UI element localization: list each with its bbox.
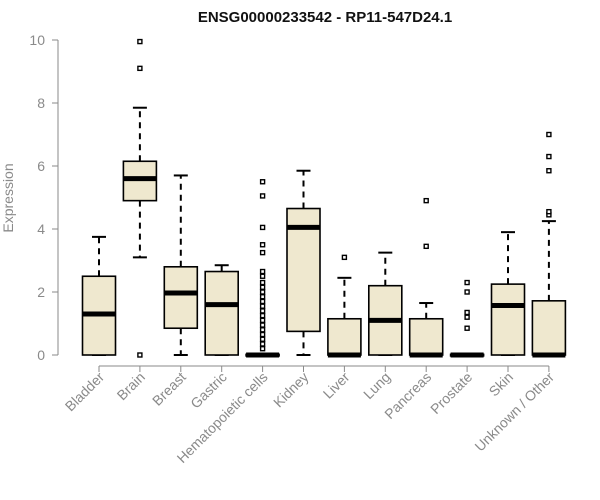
- box-liver: [327, 254, 362, 358]
- outlier-hematopoietic-cells-18: [259, 242, 266, 248]
- x-label-bladder: Bladder: [62, 369, 108, 415]
- x-label-skin: Skin: [486, 369, 517, 400]
- x-label-kidney: Kidney: [270, 369, 312, 411]
- outlier-unknown-other-4: [546, 131, 552, 138]
- box-unknown-other: [531, 131, 567, 358]
- outlier-hematopoietic-cells-2: [259, 336, 266, 342]
- x-label-lung: Lung: [360, 369, 393, 402]
- y-tick-label-0: 0: [37, 347, 45, 363]
- outlier-hematopoietic-cells-1: [259, 341, 266, 347]
- outlier-unknown-other-3: [546, 153, 552, 160]
- chart-title: ENSG00000233542 - RP11-547D24.1: [198, 9, 452, 26]
- iqr-box-unknown-other: [531, 300, 567, 356]
- outlier-pancreas-1: [423, 197, 429, 204]
- box-skin: [490, 231, 526, 356]
- outlier-prostate-0: [464, 325, 470, 331]
- outlier-pancreas-0: [423, 243, 429, 250]
- outlier-prostate-4: [464, 279, 470, 286]
- box-lung: [367, 251, 403, 356]
- outlier-hematopoietic-cells-3: [259, 331, 266, 338]
- outlier-hematopoietic-cells-9: [259, 303, 266, 309]
- y-tick-label-8: 8: [37, 95, 45, 111]
- x-label-brain: Brain: [114, 369, 148, 403]
- outlier-brain-1: [137, 65, 143, 72]
- outlier-prostate-3: [464, 289, 470, 295]
- outlier-prostate-1: [464, 314, 470, 320]
- outlier-hematopoietic-cells-12: [259, 289, 266, 295]
- y-tick-label-4: 4: [37, 221, 45, 237]
- outlier-hematopoietic-cells-7: [259, 312, 266, 319]
- outlier-unknown-other-2: [546, 168, 552, 174]
- y-axis-label: Expression: [0, 163, 16, 232]
- outlier-prostate-2: [464, 309, 470, 316]
- box-kidney: [286, 169, 321, 356]
- box-brain: [122, 38, 158, 358]
- y-tick-label-10: 10: [29, 32, 45, 48]
- x-label-liver: Liver: [320, 369, 353, 402]
- box-pancreas: [408, 197, 444, 358]
- outlier-hematopoietic-cells-6: [259, 317, 266, 324]
- iqr-box-breast: [163, 265, 199, 330]
- outlier-hematopoietic-cells-13: [259, 284, 266, 290]
- box-hematopoietic-cells: [245, 179, 280, 358]
- outlier-hematopoietic-cells-19: [259, 224, 266, 231]
- outlier-hematopoietic-cells-15: [259, 273, 266, 279]
- outlier-hematopoietic-cells-14: [259, 279, 266, 286]
- outlier-brain-0: [137, 352, 143, 358]
- outlier-hematopoietic-cells-17: [259, 249, 266, 256]
- outlier-unknown-other-1: [546, 208, 552, 215]
- box-breast: [163, 174, 199, 356]
- axes: 0 2 4 6 8 10: [29, 32, 550, 372]
- outlier-hematopoietic-cells-21: [259, 179, 266, 185]
- iqr-box-liver: [327, 317, 362, 356]
- plot-area: [81, 38, 567, 358]
- outlier-hematopoietic-cells-16: [259, 268, 266, 275]
- y-tick-label-6: 6: [37, 158, 45, 174]
- outlier-liver-0: [341, 254, 348, 261]
- x-label-prostate: Prostate: [427, 369, 475, 417]
- y-tick-label-2: 2: [37, 284, 45, 300]
- box-bladder: [81, 235, 117, 356]
- iqr-box-skin: [490, 283, 526, 356]
- outlier-hematopoietic-cells-0: [259, 346, 266, 352]
- iqr-box-pancreas: [408, 317, 444, 356]
- outlier-hematopoietic-cells-4: [259, 327, 266, 333]
- outlier-hematopoietic-cells-10: [259, 298, 266, 305]
- outlier-hematopoietic-cells-11: [259, 294, 266, 300]
- outlier-hematopoietic-cells-5: [259, 322, 266, 328]
- iqr-box-gastric: [204, 270, 239, 356]
- outlier-hematopoietic-cells-20: [259, 193, 266, 199]
- outlier-brain-2: [137, 38, 143, 45]
- box-gastric: [204, 264, 239, 356]
- box-prostate: [449, 279, 485, 358]
- x-label-breast: Breast: [149, 369, 189, 409]
- outlier-hematopoietic-cells-8: [259, 308, 266, 314]
